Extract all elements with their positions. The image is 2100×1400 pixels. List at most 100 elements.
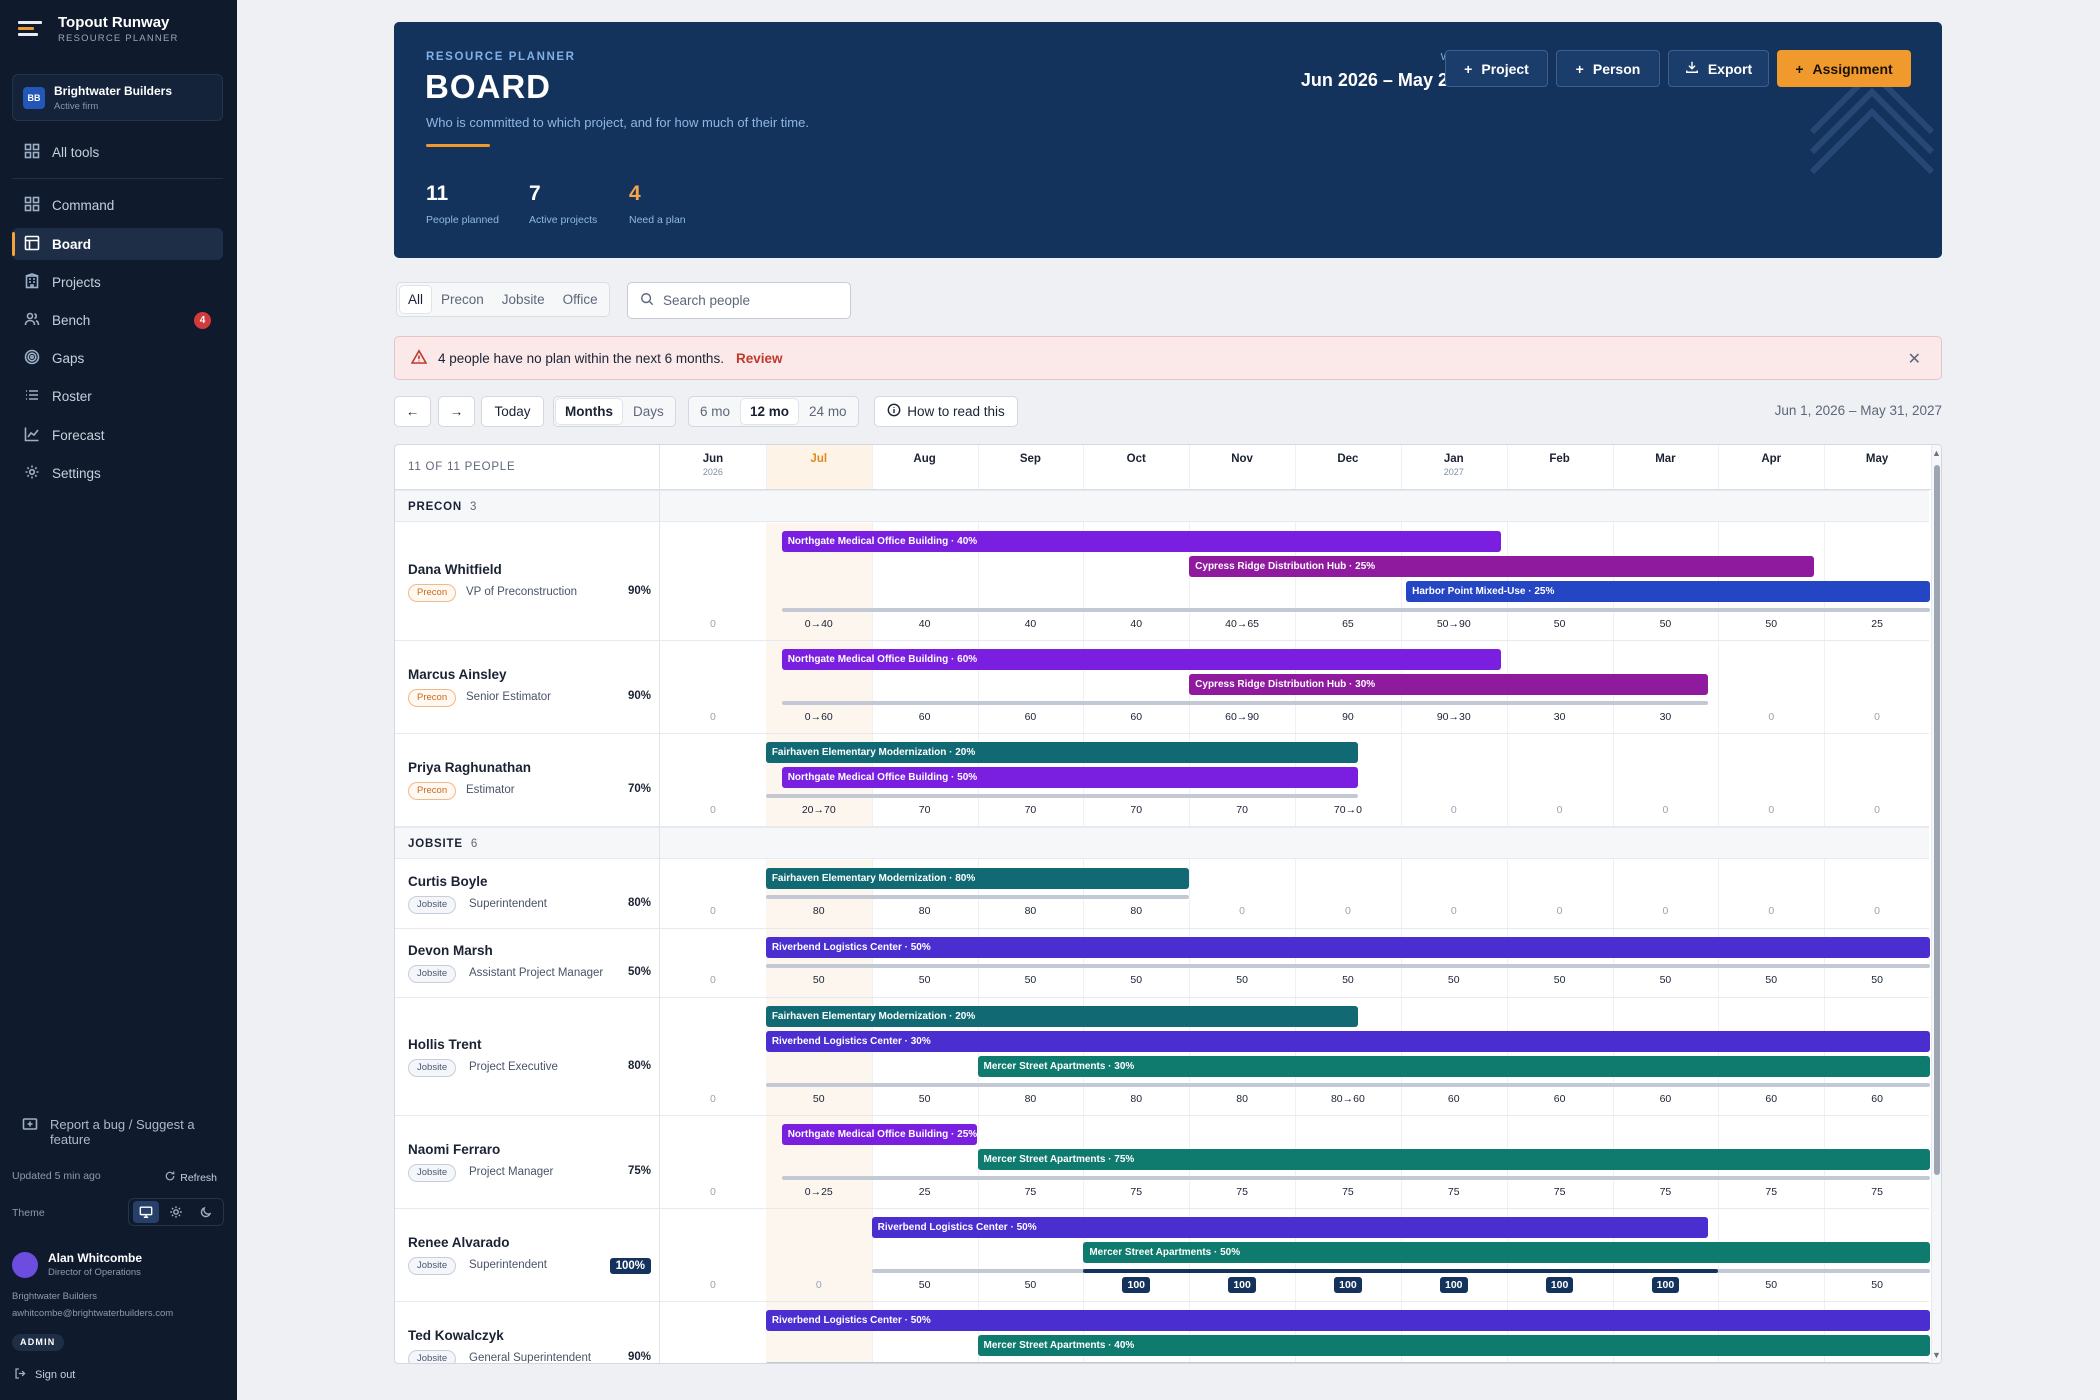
- person-role: Project Executive: [469, 1060, 558, 1073]
- assignment-bar[interactable]: Fairhaven Elementary Modernization · 20%: [765, 742, 1359, 763]
- capacity-value: 70: [918, 804, 931, 816]
- person-name[interactable]: Dana Whitfield: [408, 561, 502, 577]
- assignment-bar[interactable]: Harbor Point Mixed-Use · 25%: [1406, 581, 1930, 602]
- person-name[interactable]: Renee Alvarado: [408, 1235, 510, 1250]
- add-assignment-button[interactable]: + Assignment: [1777, 50, 1911, 87]
- person-role: Assistant Project Manager: [469, 967, 604, 979]
- nav-all-tools[interactable]: All tools: [12, 136, 223, 168]
- sidebar-item-roster[interactable]: Roster: [12, 380, 223, 412]
- capacity-value: 50: [1871, 974, 1883, 986]
- scrollbar-thumb[interactable]: [1934, 465, 1940, 1175]
- filter-all[interactable]: All: [400, 286, 432, 313]
- assignment-bar[interactable]: Cypress Ridge Distribution Hub · 30%: [1189, 674, 1708, 695]
- assignment-bar[interactable]: Northgate Medical Office Building · 25%: [781, 1124, 978, 1145]
- sidebar-item-board[interactable]: Board: [12, 228, 223, 260]
- assignment-bar[interactable]: Riverbend Logistics Center · 50%: [765, 937, 1930, 958]
- page-title: BOARD: [425, 68, 551, 105]
- sidebar-item-projects[interactable]: Projects: [12, 266, 223, 298]
- assignment-bar[interactable]: Cypress Ridge Distribution Hub · 25%: [1189, 556, 1814, 577]
- sidebar-item-label: Projects: [52, 274, 101, 290]
- assignment-bar[interactable]: Mercer Street Apartments · 50%: [1083, 1242, 1930, 1263]
- span-6mo[interactable]: 6 mo: [700, 404, 731, 419]
- span-24mo[interactable]: 24 mo: [809, 404, 847, 419]
- export-button[interactable]: Export: [1668, 50, 1769, 87]
- span-12mo[interactable]: 12 mo: [741, 399, 799, 424]
- button-label: Project: [1481, 60, 1529, 77]
- person-name[interactable]: Marcus Ainsley: [408, 667, 507, 682]
- scale-months[interactable]: Months: [556, 399, 622, 424]
- person-name[interactable]: Priya Raghunathan: [408, 760, 532, 775]
- year-label: 2027: [1443, 467, 1464, 477]
- add-project-button[interactable]: + Project: [1445, 50, 1548, 87]
- capacity-value: 50: [1236, 974, 1248, 986]
- scroll-down-icon[interactable]: ▼: [1932, 1350, 1941, 1360]
- filter-jobsite[interactable]: Jobsite: [501, 292, 545, 307]
- assignment-bar[interactable]: Mercer Street Apartments · 75%: [977, 1149, 1930, 1170]
- sun-icon[interactable]: [163, 1201, 189, 1223]
- assignment-bar[interactable]: Mercer Street Apartments · 40%: [977, 1335, 1930, 1356]
- add-person-button[interactable]: + Person: [1556, 50, 1660, 87]
- next-button[interactable]: →: [438, 396, 475, 427]
- filter-office[interactable]: Office: [562, 292, 598, 307]
- group-label: PRECON: [408, 501, 463, 513]
- assignment-bar[interactable]: Mercer Street Apartments · 30%: [977, 1056, 1930, 1077]
- window-range[interactable]: Jun 2026 – May 2027: [1300, 70, 1478, 90]
- how-to-read-button[interactable]: How to read this: [874, 396, 1018, 427]
- month-header: Dec: [1295, 445, 1401, 489]
- person-role: Senior Estimator: [466, 691, 552, 703]
- capacity-cell: 25: [1825, 618, 1929, 630]
- person-name[interactable]: Curtis Boyle: [408, 874, 488, 889]
- month-header: Aug: [872, 445, 978, 489]
- assignment-bar[interactable]: Riverbend Logistics Center · 50%: [871, 1217, 1708, 1238]
- month-label: Jan: [1443, 453, 1464, 465]
- firm-status: Active firm: [54, 101, 99, 112]
- month-header: Mar: [1613, 445, 1719, 489]
- discipline-tag: Jobsite: [408, 1164, 457, 1182]
- monitor-icon[interactable]: [133, 1201, 159, 1223]
- close-icon[interactable]: ✕: [1907, 351, 1921, 368]
- firm-switcher[interactable]: BB Brightwater Builders Active firm: [12, 74, 223, 121]
- capacity-cell: 50: [873, 1093, 977, 1105]
- target-icon: [24, 349, 42, 367]
- person-name[interactable]: Naomi Ferraro: [408, 1142, 501, 1157]
- assignment-bar[interactable]: Riverbend Logistics Center · 30%: [765, 1031, 1930, 1052]
- header-banner: RESOURCE PLANNER BOARD Who is committed …: [394, 22, 1942, 258]
- capacity-cell: 50: [1719, 1279, 1823, 1291]
- filter-precon[interactable]: Precon: [441, 292, 484, 307]
- stat-need-plan[interactable]: 4 Need a plan: [629, 182, 686, 226]
- person-name[interactable]: Hollis Trent: [408, 1036, 482, 1052]
- assignment-bar[interactable]: Riverbend Logistics Center · 50%: [765, 1310, 1930, 1331]
- capacity-cell: 80: [978, 905, 1082, 917]
- scroll-up-icon[interactable]: ▲: [1932, 448, 1941, 458]
- sidebar-item-gaps[interactable]: Gaps: [12, 342, 223, 374]
- sidebar-item-command[interactable]: Command: [12, 189, 223, 221]
- assignment-bar[interactable]: Northgate Medical Office Building · 50%: [781, 767, 1359, 788]
- row-divider: [395, 640, 1929, 641]
- review-link[interactable]: Review: [735, 350, 783, 366]
- avatar[interactable]: [12, 1252, 38, 1278]
- person-name[interactable]: Devon Marsh: [408, 943, 493, 958]
- person-role: VP of Preconstruction: [466, 585, 578, 598]
- report-bug-link[interactable]: Report a bug / Suggest a feature: [22, 1117, 217, 1147]
- person-name[interactable]: Ted Kowalczyk: [408, 1328, 504, 1343]
- moon-icon[interactable]: [193, 1201, 219, 1223]
- capacity-cell: 0: [661, 1186, 765, 1198]
- sidebar-item-forecast[interactable]: Forecast: [12, 419, 223, 451]
- search-input[interactable]: Search people: [627, 282, 851, 319]
- assignment-bar[interactable]: Fairhaven Elementary Modernization · 80%: [765, 868, 1190, 889]
- assignment-bar[interactable]: Northgate Medical Office Building · 60%: [781, 649, 1502, 670]
- today-button[interactable]: Today: [481, 396, 544, 427]
- capacity-cell: 0: [661, 1279, 765, 1291]
- assignment-bar[interactable]: Northgate Medical Office Building · 40%: [781, 531, 1502, 552]
- capacity-cell: 0: [1508, 905, 1612, 917]
- prev-button[interactable]: ←: [394, 396, 431, 427]
- brand[interactable]: Topout Runway RESOURCE PLANNER: [18, 14, 179, 44]
- sign-out-link[interactable]: Sign out: [14, 1367, 75, 1383]
- refresh-button[interactable]: Refresh: [164, 1170, 217, 1185]
- sidebar-item-bench[interactable]: Bench 4: [12, 304, 223, 336]
- sidebar-item-settings[interactable]: Settings: [12, 457, 223, 489]
- capacity-cell: 25: [873, 1186, 977, 1198]
- assignment-bar[interactable]: Fairhaven Elementary Modernization · 20%: [765, 1006, 1359, 1027]
- scale-days[interactable]: Days: [633, 404, 664, 419]
- capacity-value: 75: [1659, 1186, 1672, 1198]
